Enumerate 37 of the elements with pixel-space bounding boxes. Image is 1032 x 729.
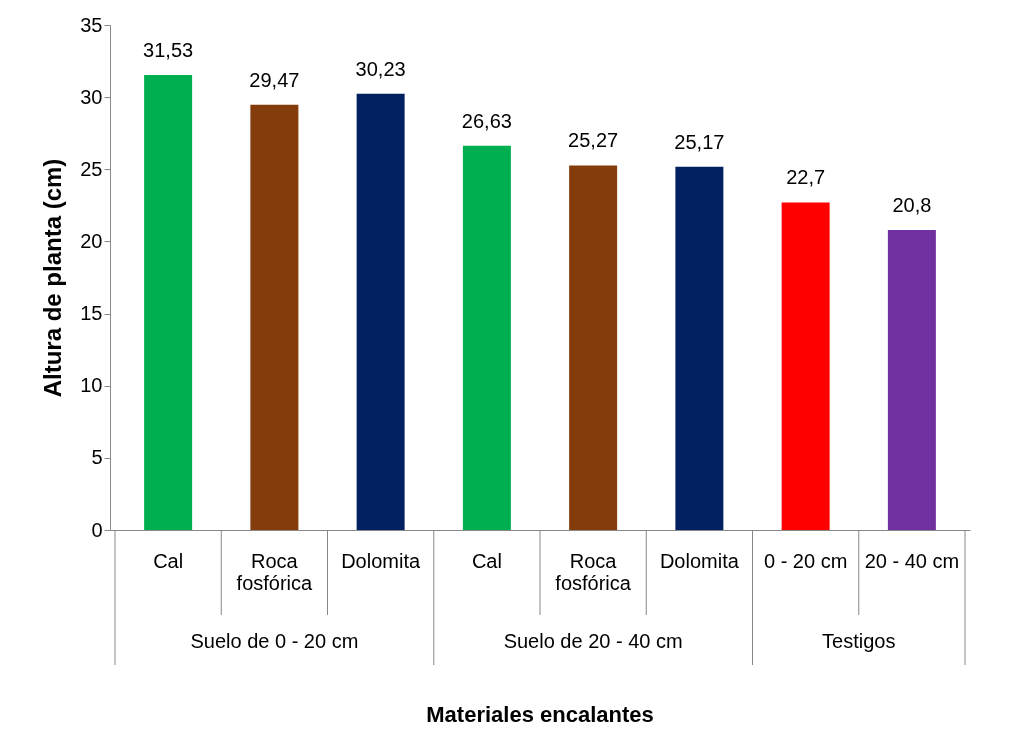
data-label: 25,17 xyxy=(674,130,725,153)
data-label: 30,23 xyxy=(355,57,406,80)
bar xyxy=(781,202,830,530)
x-tick-label: 0 - 20 cm xyxy=(763,550,848,572)
data-label: 29,47 xyxy=(249,68,300,91)
y-tick-label: 5 xyxy=(91,446,103,469)
y-axis-title: Altura de planta (cm) xyxy=(39,158,67,398)
x-tick-label: Dolomita xyxy=(659,550,740,572)
text: Testigos xyxy=(822,630,896,652)
y-tick-label: 0 xyxy=(91,518,103,541)
data-label: 26,63 xyxy=(461,109,512,132)
bar xyxy=(250,104,299,530)
x-axis-title: Materiales encalantes xyxy=(426,702,654,727)
x-tick-label: Cal xyxy=(471,550,502,572)
text: Suelo de 0 - 20 cm xyxy=(190,630,359,652)
x-tick-label: Cal xyxy=(153,550,184,572)
data-label: 31,53 xyxy=(143,39,194,62)
y-tick-label: 25 xyxy=(80,157,103,180)
x-tick-label: Roca fosfórica xyxy=(236,550,314,594)
y-tick-label: 20 xyxy=(80,229,103,252)
bar xyxy=(675,166,724,530)
text: Suelo de 20 - 40 cm xyxy=(503,630,683,652)
data-label: 25,27 xyxy=(568,129,619,152)
data-label: 22,7 xyxy=(786,166,826,189)
x-tick-label: Dolomita xyxy=(341,550,421,572)
y-tick-label: 30 xyxy=(80,85,103,108)
y-tick-label: 15 xyxy=(80,302,103,325)
bar xyxy=(887,229,936,530)
data-label: 20,8 xyxy=(892,193,932,216)
y-tick-label: 35 xyxy=(80,13,103,36)
bar xyxy=(356,93,405,530)
bar xyxy=(569,165,618,530)
bar xyxy=(462,145,511,530)
x-tick-label: 20 - 40 cm xyxy=(864,550,960,572)
x-tick-label: Roca fosfórica xyxy=(555,550,632,594)
bar xyxy=(144,75,193,530)
y-tick-label: 10 xyxy=(80,374,103,397)
